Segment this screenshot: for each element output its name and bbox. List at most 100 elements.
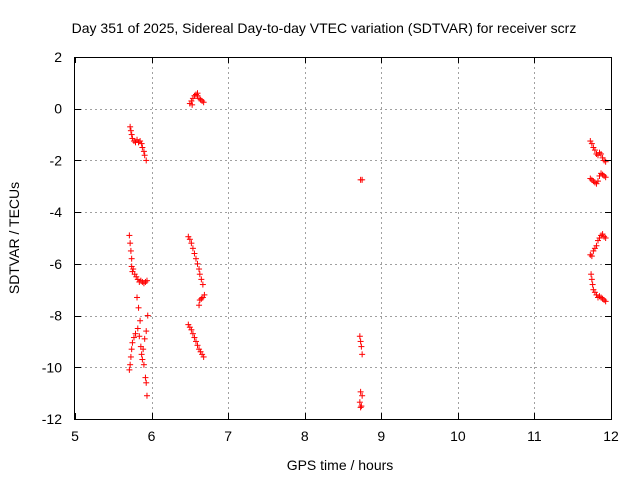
grid-lines	[75, 57, 611, 419]
data-point	[192, 338, 199, 345]
data-point	[357, 404, 364, 411]
y-tick-label: -6	[50, 256, 63, 272]
data-point	[192, 91, 199, 98]
data-point	[135, 304, 142, 311]
data-point	[196, 271, 203, 278]
data-point	[194, 260, 201, 267]
data-point	[134, 294, 141, 301]
data-point	[200, 99, 207, 106]
data-point	[130, 334, 137, 341]
data-point	[127, 361, 134, 368]
data-point	[126, 232, 133, 239]
data-point	[200, 353, 207, 360]
data-point	[602, 158, 609, 165]
data-point	[136, 333, 143, 340]
x-tick-label: 7	[224, 428, 232, 444]
data-point	[139, 144, 146, 151]
axis-ticks	[75, 57, 612, 420]
data-point	[192, 255, 199, 262]
data-point	[138, 140, 145, 147]
data-point	[588, 271, 595, 278]
data-point	[196, 266, 203, 273]
data-point	[188, 240, 195, 247]
y-tick-label: -12	[42, 411, 62, 427]
data-point	[356, 333, 363, 340]
data-point	[143, 277, 150, 284]
data-point	[137, 317, 144, 324]
x-tick-labels: 5 6 7 8 9 10 11 12	[71, 428, 619, 444]
x-tick-label: 9	[377, 428, 385, 444]
data-point	[127, 353, 134, 360]
data-point	[188, 326, 195, 333]
data-point	[194, 342, 201, 349]
x-tick-label: 8	[301, 428, 309, 444]
data-point	[191, 250, 198, 257]
data-point	[358, 403, 365, 410]
data-point	[589, 281, 596, 288]
data-point	[356, 399, 363, 406]
y-tick-label: 2	[54, 49, 62, 65]
data-point	[189, 101, 196, 108]
y-tick-label: -2	[50, 152, 63, 168]
data-point	[144, 312, 151, 319]
data-point	[142, 374, 149, 381]
data-point	[196, 302, 203, 309]
data-point	[141, 335, 148, 342]
data-point	[359, 176, 366, 183]
data-point	[127, 240, 134, 247]
data-point	[591, 147, 598, 154]
data-points	[126, 90, 609, 411]
data-point	[357, 338, 364, 345]
data-point	[128, 346, 135, 353]
data-point	[357, 388, 364, 395]
data-point	[143, 379, 150, 386]
data-point	[141, 152, 148, 159]
data-point	[143, 392, 150, 399]
data-point	[138, 351, 145, 358]
data-point	[128, 255, 135, 262]
chart-title: Day 351 of 2025, Sidereal Day-to-day VTE…	[72, 20, 577, 36]
data-point	[588, 253, 595, 260]
x-tick-label: 11	[527, 428, 542, 444]
data-point	[189, 330, 196, 337]
y-tick-label: 0	[54, 101, 62, 117]
data-point	[128, 131, 135, 138]
data-point	[602, 298, 609, 305]
data-point	[186, 236, 193, 243]
data-point	[587, 251, 594, 258]
data-point	[359, 351, 366, 358]
x-axis-label: GPS time / hours	[287, 457, 394, 473]
y-tick-label: -10	[42, 359, 62, 375]
data-point	[130, 266, 137, 273]
data-point	[588, 140, 595, 147]
data-point	[602, 235, 609, 241]
data-point	[140, 361, 147, 368]
y-tick-label: -8	[50, 308, 63, 324]
data-point	[127, 123, 134, 130]
data-point	[602, 174, 609, 181]
y-tick-label: -4	[50, 204, 63, 220]
data-point	[126, 366, 133, 373]
data-point	[598, 150, 605, 157]
data-point	[198, 295, 205, 302]
data-point	[196, 297, 203, 304]
data-point	[358, 343, 365, 350]
data-point	[140, 346, 147, 353]
data-point	[134, 325, 141, 332]
data-point	[129, 339, 136, 346]
data-point	[194, 90, 201, 97]
x-tick-label: 10	[450, 428, 466, 444]
data-point	[143, 157, 150, 164]
x-tick-label: 12	[603, 428, 619, 444]
data-point	[127, 127, 134, 134]
y-axis-label: SDTVAR / TECUs	[6, 182, 22, 294]
data-point	[189, 245, 196, 252]
data-point	[132, 330, 139, 337]
x-tick-label: 5	[71, 428, 79, 444]
x-tick-label: 6	[148, 428, 156, 444]
data-point	[588, 276, 595, 283]
data-point	[142, 278, 149, 285]
data-point	[199, 281, 206, 288]
data-point	[139, 356, 146, 363]
